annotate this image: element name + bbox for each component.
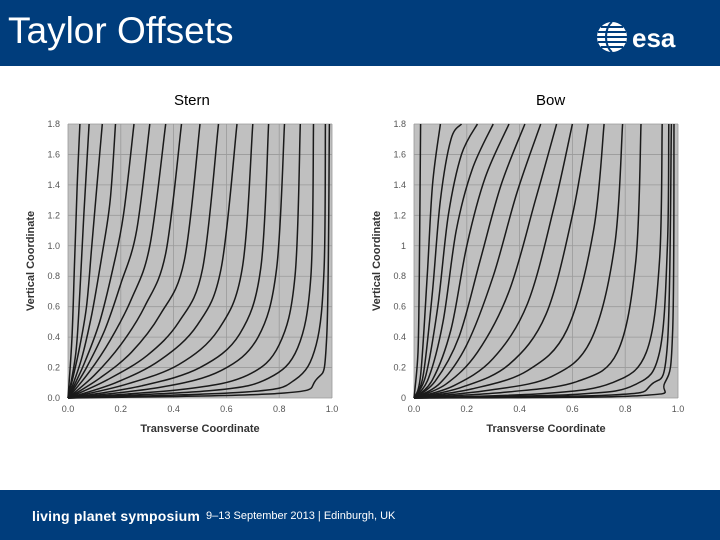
y-tick-label: 0.0	[47, 393, 60, 403]
series-line-6	[67, 123, 151, 399]
series-line-1	[67, 123, 81, 399]
x-axis-label: Transverse Coordinate	[140, 423, 259, 435]
series-line-13	[413, 123, 624, 399]
bow-chart: 0.0 0.2 0.4 0.6 0.8 1.0 0 0.2 0.4 0.6 0.8 1 1.2 1.4 1.…	[368, 118, 688, 436]
slide-title: Taylor Offsets	[8, 10, 234, 51]
series-line-10	[413, 123, 574, 399]
y-tick-label: 1.6	[393, 149, 406, 159]
series-line-7	[67, 123, 167, 399]
series-line-16	[413, 123, 670, 399]
stern-chart: 0.0 0.2 0.4 0.6 0.8 1.0 0.0 0.2 0.4 0.6 0.8 1.0 1.2 1…	[22, 118, 342, 436]
x-tick-label: 0.8	[273, 404, 286, 414]
footer-bar: living planet symposium 9–13 September 2…	[0, 490, 720, 540]
x-tick-label: 0.0	[62, 404, 75, 414]
series-line-4	[67, 123, 117, 399]
series-line-9	[67, 123, 201, 399]
x-tick-label: 0.2	[115, 404, 128, 414]
series-line-5	[67, 123, 135, 399]
y-tick-label: 1.4	[393, 180, 406, 190]
y-tick-label: 1	[401, 241, 406, 251]
y-tick-label: 1.8	[47, 119, 60, 129]
y-tick-label: 1.8	[393, 119, 406, 129]
y-tick-label: 1.4	[47, 180, 60, 190]
y-tick-label: 0.2	[393, 363, 406, 373]
series-line-10	[67, 123, 220, 399]
x-tick-label: 0.2	[461, 404, 474, 414]
series-line-1	[413, 123, 422, 399]
series-line-11	[67, 123, 238, 399]
x-tick-label: 0.4	[513, 404, 526, 414]
footer-event-name: living planet symposium	[32, 508, 200, 524]
x-tick-label: 1.0	[672, 404, 685, 414]
logo-text: esa	[632, 23, 676, 53]
series-line-15	[67, 123, 302, 399]
y-tick-label: 0.4	[393, 332, 406, 342]
y-tick-label: 1.6	[47, 149, 60, 159]
series-line-2	[67, 123, 90, 399]
series-line-11	[413, 123, 589, 399]
series-line-13	[67, 123, 270, 399]
x-axis-label: Transverse Coordinate	[486, 423, 605, 435]
series-line-18	[413, 123, 675, 399]
y-tick-label: 1.0	[47, 241, 60, 251]
y-axis-label: Vertical Coordinate	[371, 211, 383, 311]
x-tick-label: 0.8	[619, 404, 632, 414]
x-tick-label: 0.0	[408, 404, 421, 414]
esa-logo: esa	[594, 18, 694, 56]
y-tick-label: 1.2	[47, 210, 60, 220]
footer-event-details: 9–13 September 2013 | Edinburgh, UK	[206, 510, 396, 522]
series-line-18	[67, 123, 331, 399]
series-line-4	[413, 123, 479, 399]
y-tick-label: 0	[401, 393, 406, 403]
x-tick-label: 0.6	[220, 404, 233, 414]
series-line-5	[413, 123, 494, 399]
header-bar: Taylor Offsets esa	[0, 0, 720, 66]
series-line-7	[413, 123, 526, 399]
x-tick-label: 1.0	[326, 404, 339, 414]
x-tick-label: 0.6	[566, 404, 579, 414]
series-line-3	[413, 123, 463, 399]
series-line-3	[67, 123, 104, 399]
series-line-14	[413, 123, 642, 399]
series-line-8	[67, 123, 183, 399]
series-line-17	[67, 123, 327, 399]
series-line-6	[413, 123, 510, 399]
series-line-12	[413, 123, 605, 399]
y-tick-label: 0.6	[47, 302, 60, 312]
chart-title-stern: Stern	[174, 92, 210, 109]
series-line-15	[413, 123, 663, 399]
y-tick-label: 0.8	[393, 271, 406, 281]
series-line-12	[67, 123, 254, 399]
y-axis-label: Vertical Coordinate	[25, 211, 37, 311]
y-tick-label: 1.2	[393, 210, 406, 220]
series-line-9	[413, 123, 558, 399]
globe-icon	[597, 21, 627, 53]
x-tick-label: 0.4	[167, 404, 180, 414]
series-line-14	[67, 123, 286, 399]
y-tick-label: 0.8	[47, 271, 60, 281]
y-tick-label: 0.6	[393, 302, 406, 312]
bow-chart-svg: 0.0 0.2 0.4 0.6 0.8 1.0 0 0.2 0.4 0.6 0.8 1 1.2 1.4 1.…	[371, 119, 685, 435]
stern-chart-svg: 0.0 0.2 0.4 0.6 0.8 1.0 0.0 0.2 0.4 0.6 0.8 1.0 1.2 1…	[25, 119, 339, 435]
series-line-8	[413, 123, 542, 399]
y-tick-label: 0.2	[47, 363, 60, 373]
series-line-2	[413, 123, 442, 399]
series-line-16	[67, 123, 315, 399]
chart-title-bow: Bow	[536, 92, 566, 109]
y-tick-label: 0.4	[47, 332, 60, 342]
